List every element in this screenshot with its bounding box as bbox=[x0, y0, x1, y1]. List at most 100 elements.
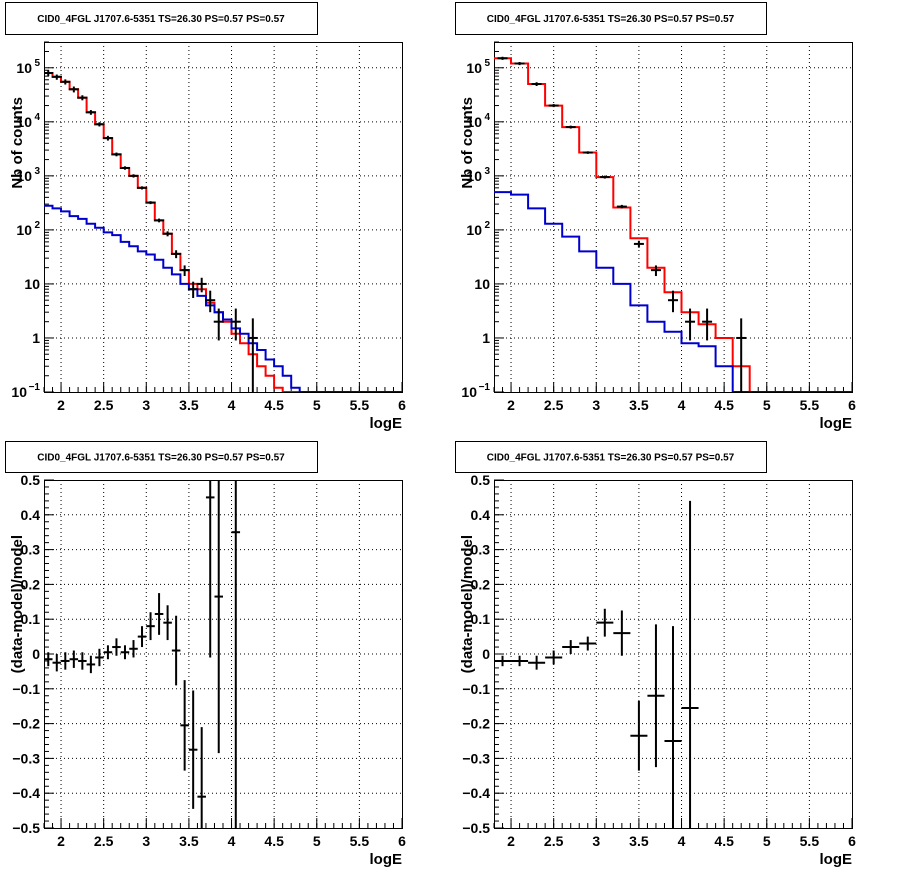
panel-3: CID0_4FGL J1707.6-5351 TS=26.30 PS=0.57 … bbox=[5, 441, 406, 868]
x-tick-label: 3.5 bbox=[629, 833, 649, 849]
y-tick-label: 0.5 bbox=[471, 472, 491, 488]
x-tick-label: 3 bbox=[142, 833, 150, 849]
plot-frame bbox=[44, 42, 403, 393]
y-tick-label: 10 bbox=[466, 114, 482, 130]
x-tick-label: 4 bbox=[228, 397, 236, 413]
total-model-histogram bbox=[44, 72, 402, 392]
y-tick-label: 10 bbox=[466, 222, 482, 238]
y-tick-label: 0 bbox=[482, 646, 490, 662]
y-tick-label: −0.4 bbox=[12, 785, 40, 801]
x-axis-label: logE bbox=[370, 851, 403, 868]
panel-2: CID0_4FGL J1707.6-5351 TS=26.30 PS=0.57 … bbox=[455, 2, 856, 432]
plot-area bbox=[44, 480, 241, 828]
y-tick-label: −0.1 bbox=[12, 681, 40, 697]
y-tick-label: −0.4 bbox=[462, 785, 490, 801]
y-tick-label: 0.2 bbox=[471, 576, 491, 592]
x-tick-label: 2.5 bbox=[94, 397, 114, 413]
x-tick-label: 5 bbox=[763, 833, 771, 849]
y-tick-label: 10 bbox=[466, 60, 482, 76]
x-axis-label: logE bbox=[820, 851, 853, 868]
y-tick-exponent: 4 bbox=[484, 112, 490, 123]
x-tick-label: 3 bbox=[142, 397, 150, 413]
y-axis-label: Nb of counts bbox=[9, 97, 26, 189]
y-tick-label: 10 bbox=[474, 276, 490, 292]
y-tick-label: −0.5 bbox=[462, 820, 490, 836]
plot-area bbox=[494, 56, 852, 392]
y-tick-exponent: −1 bbox=[29, 382, 41, 393]
y-tick-label: −0.2 bbox=[12, 716, 40, 732]
chart-title: CID0_4FGL J1707.6-5351 TS=26.30 PS=0.57 … bbox=[37, 14, 285, 25]
y-tick-exponent: 5 bbox=[484, 58, 490, 69]
y-tick-label: 0.5 bbox=[21, 472, 41, 488]
x-tick-label: 3.5 bbox=[629, 397, 649, 413]
x-tick-label: 4 bbox=[678, 833, 686, 849]
y-tick-exponent: −1 bbox=[479, 382, 491, 393]
x-tick-label: 2.5 bbox=[544, 833, 564, 849]
x-tick-label: 3 bbox=[592, 397, 600, 413]
x-tick-label: 3 bbox=[592, 833, 600, 849]
y-tick-label: 10 bbox=[16, 114, 32, 130]
x-tick-label: 6 bbox=[848, 397, 856, 413]
x-tick-label: 4 bbox=[678, 397, 686, 413]
y-tick-label: 10 bbox=[24, 276, 40, 292]
x-tick-label: 5.5 bbox=[800, 397, 820, 413]
y-tick-label: 0.4 bbox=[471, 507, 491, 523]
y-tick-label: 0.3 bbox=[471, 542, 491, 558]
chart-title: CID0_4FGL J1707.6-5351 TS=26.30 PS=0.57 … bbox=[487, 14, 735, 25]
y-tick-label: −0.2 bbox=[462, 716, 490, 732]
title-box bbox=[5, 441, 318, 473]
x-tick-label: 4.5 bbox=[264, 397, 284, 413]
x-tick-label: 5 bbox=[313, 833, 321, 849]
panel-4: CID0_4FGL J1707.6-5351 TS=26.30 PS=0.57 … bbox=[455, 441, 856, 868]
y-tick-label: 0.3 bbox=[21, 542, 41, 558]
y-tick-exponent: 3 bbox=[484, 166, 490, 177]
x-tick-label: 5.5 bbox=[800, 833, 820, 849]
plot-area bbox=[44, 70, 402, 392]
y-tick-label: 0.1 bbox=[21, 611, 41, 627]
x-tick-label: 3.5 bbox=[179, 397, 199, 413]
chart-title: CID0_4FGL J1707.6-5351 TS=26.30 PS=0.57 … bbox=[37, 453, 285, 464]
x-tick-label: 4.5 bbox=[714, 833, 734, 849]
y-tick-label: −0.1 bbox=[462, 681, 490, 697]
y-tick-label: 10 bbox=[461, 384, 477, 400]
x-tick-label: 3.5 bbox=[179, 833, 199, 849]
title-box bbox=[455, 441, 767, 473]
y-axis-label: (data-model)/model bbox=[9, 535, 26, 673]
y-tick-label: 10 bbox=[16, 168, 32, 184]
x-tick-label: 4 bbox=[228, 833, 236, 849]
background-model-histogram bbox=[494, 191, 852, 392]
y-axis-label: (data-model)/model bbox=[459, 535, 476, 673]
x-tick-label: 4.5 bbox=[714, 397, 734, 413]
x-tick-label: 5 bbox=[763, 397, 771, 413]
y-tick-exponent: 5 bbox=[34, 58, 40, 69]
total-model-histogram bbox=[494, 57, 852, 392]
x-axis-label: logE bbox=[370, 415, 403, 432]
plot-frame bbox=[494, 42, 853, 393]
x-tick-label: 6 bbox=[398, 833, 406, 849]
y-tick-label: 1 bbox=[32, 330, 40, 346]
x-tick-label: 2 bbox=[57, 833, 65, 849]
chart-title: CID0_4FGL J1707.6-5351 TS=26.30 PS=0.57 … bbox=[487, 453, 735, 464]
y-tick-exponent: 2 bbox=[484, 220, 490, 231]
x-tick-label: 6 bbox=[848, 833, 856, 849]
x-tick-label: 2 bbox=[507, 833, 515, 849]
x-tick-label: 6 bbox=[398, 397, 406, 413]
x-tick-label: 2 bbox=[57, 397, 65, 413]
y-tick-label: −0.3 bbox=[12, 750, 40, 766]
y-tick-exponent: 4 bbox=[34, 112, 40, 123]
title-box bbox=[455, 2, 767, 35]
y-tick-exponent: 3 bbox=[34, 166, 40, 177]
x-tick-label: 5 bbox=[313, 397, 321, 413]
background-model-histogram bbox=[44, 204, 402, 392]
y-tick-label: −0.5 bbox=[12, 820, 40, 836]
y-tick-label: 10 bbox=[11, 384, 27, 400]
x-tick-label: 5.5 bbox=[350, 833, 370, 849]
y-tick-label: 1 bbox=[482, 330, 490, 346]
panel-1: CID0_4FGL J1707.6-5351 TS=26.30 PS=0.57 … bbox=[5, 2, 406, 432]
y-tick-label: 0.1 bbox=[471, 611, 491, 627]
y-tick-label: 0.4 bbox=[21, 507, 41, 523]
x-tick-label: 2.5 bbox=[544, 397, 564, 413]
y-tick-label: 10 bbox=[466, 168, 482, 184]
